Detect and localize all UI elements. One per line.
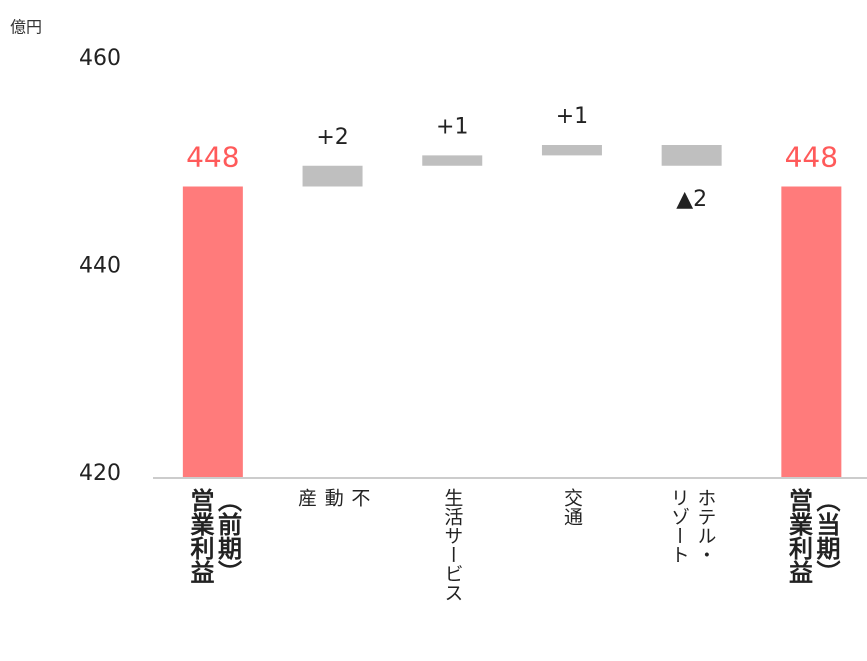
unit-label: 億円	[10, 18, 42, 37]
y-tick-label: 420	[79, 461, 121, 486]
x-tick-label: （前期） 営業利益	[185, 488, 242, 584]
value-label: +1	[436, 114, 468, 139]
change-bar	[302, 165, 363, 187]
x-tick-label: ホテル・ リゾート	[667, 488, 717, 564]
value-label: 448	[785, 141, 838, 174]
change-bar	[422, 155, 483, 166]
x-tick-label: （当期） 営業利益	[784, 488, 841, 584]
y-tick-label: 460	[79, 46, 121, 71]
value-label: 448	[186, 141, 239, 174]
total-bar	[182, 186, 243, 477]
x-tick-label: 交通	[561, 488, 584, 526]
value-label: ▲2	[676, 187, 707, 212]
x-tick-label: 生活サービス	[441, 488, 464, 602]
value-label: +2	[316, 125, 348, 150]
change-bar	[661, 145, 722, 166]
total-bar	[781, 186, 842, 477]
change-bar	[541, 145, 602, 156]
value-label: +1	[556, 104, 588, 129]
x-tick-label: 不 動 産	[295, 488, 371, 507]
y-tick-label: 440	[79, 254, 121, 279]
